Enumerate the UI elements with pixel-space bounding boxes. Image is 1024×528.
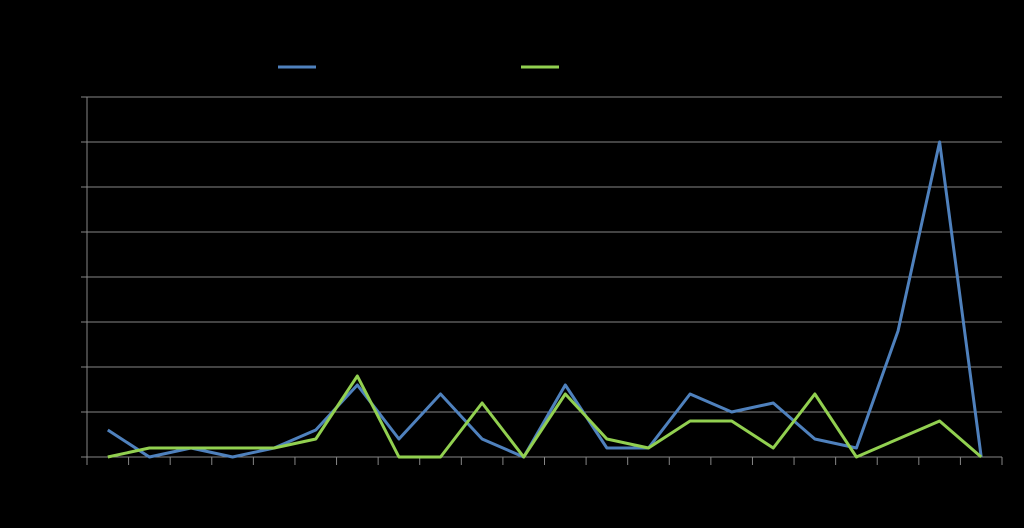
- series-line: [107, 374, 983, 459]
- series-line: [106, 140, 983, 459]
